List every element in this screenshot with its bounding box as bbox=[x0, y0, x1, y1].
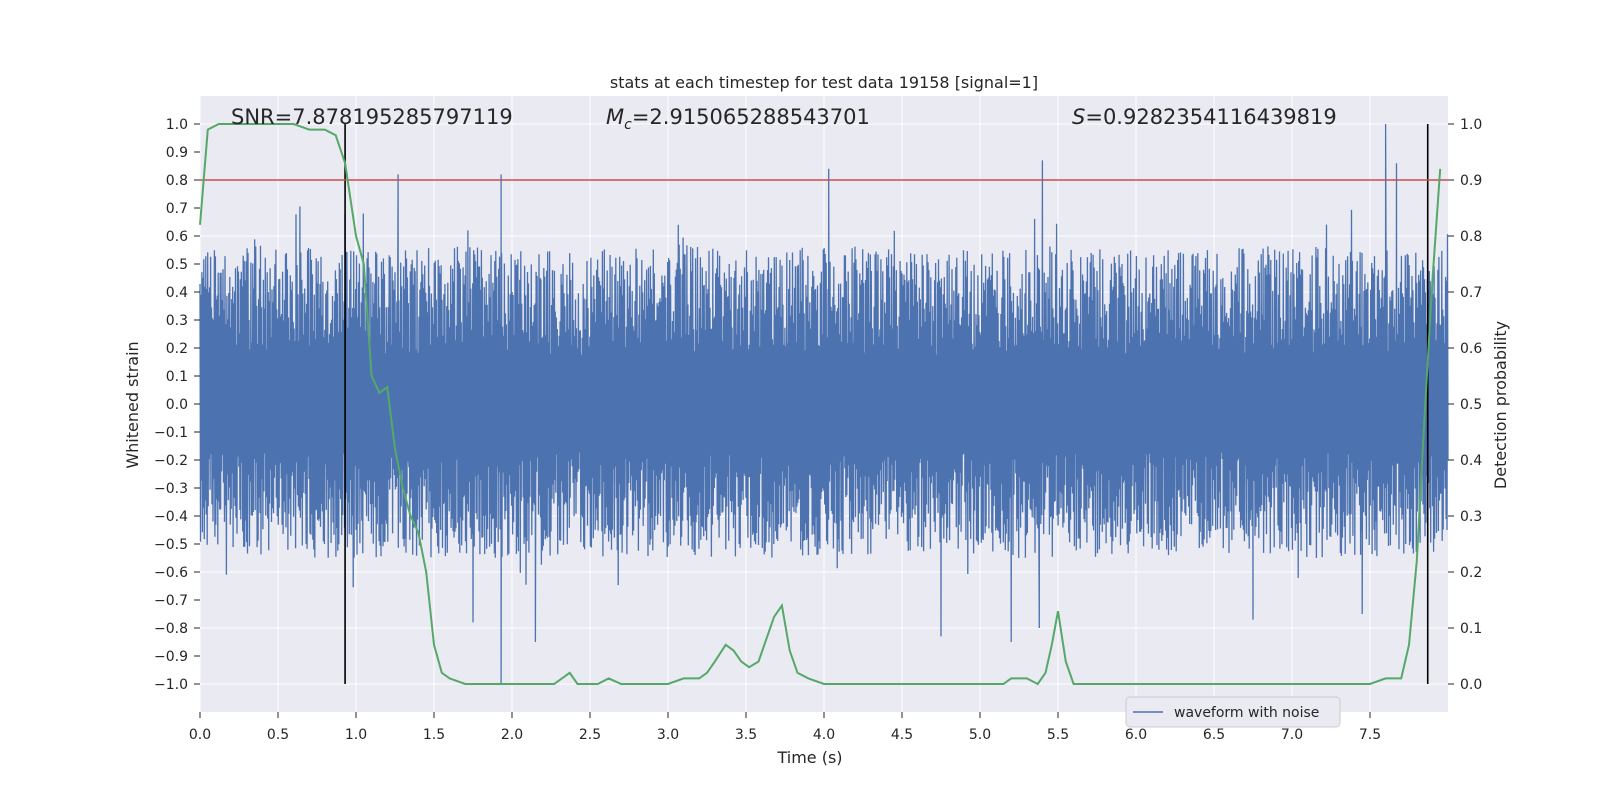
x-tick-label: 2.5 bbox=[579, 727, 601, 743]
y-tick-label: −0.7 bbox=[154, 593, 188, 609]
x-axis-ticks: 0.0 0.5 1.0 1.5 2.0 2.5 3.0 3.5 4.0 4.5 5.0 5.5 6.0 6… bbox=[189, 712, 1381, 743]
x-tick-label: 4.5 bbox=[891, 727, 913, 743]
waveform-series bbox=[199, 123, 1449, 685]
y2-tick-label: 0.7 bbox=[1460, 285, 1482, 301]
y-tick-label: −0.2 bbox=[154, 453, 188, 469]
mc-annotation: Mc=2.915065288543701 bbox=[606, 105, 870, 133]
y-tick-label: 0.0 bbox=[166, 397, 188, 413]
y-tick-label: 0.2 bbox=[166, 341, 188, 357]
y2-axis-title: Detection probability bbox=[1491, 321, 1510, 489]
mc-value: =2.915065288543701 bbox=[632, 105, 870, 129]
y-tick-label: −0.8 bbox=[154, 621, 188, 637]
y-tick-label: 0.7 bbox=[166, 201, 188, 217]
y2-tick-label: 0.0 bbox=[1460, 677, 1482, 693]
y2-tick-label: 0.3 bbox=[1460, 509, 1482, 525]
probability-line bbox=[199, 123, 1442, 686]
x-tick-label: 7.0 bbox=[1281, 727, 1303, 743]
y-tick-label: 0.6 bbox=[166, 229, 188, 245]
x-tick-label: 1.0 bbox=[345, 727, 367, 743]
right-axis-ticks: 0.0 0.1 0.2 0.3 0.4 0.5 0.6 0.7 0.8 0.9 1.0 bbox=[1448, 117, 1482, 693]
y-axis-title: Whitened strain bbox=[123, 341, 142, 468]
y2-tick-label: 0.6 bbox=[1460, 341, 1482, 357]
y-tick-label: 0.9 bbox=[166, 145, 188, 161]
x-tick-label: 6.5 bbox=[1203, 727, 1225, 743]
x-tick-label: 4.0 bbox=[813, 727, 835, 743]
y-tick-label: −0.4 bbox=[154, 509, 188, 525]
x-tick-label: 3.5 bbox=[735, 727, 757, 743]
x-tick-label: 0.0 bbox=[189, 727, 211, 743]
y-tick-label: −0.9 bbox=[154, 649, 188, 665]
x-tick-label: 2.0 bbox=[501, 727, 523, 743]
y-tick-label: 0.5 bbox=[166, 257, 188, 273]
x-tick-label: 6.0 bbox=[1125, 727, 1147, 743]
s-annotation: S=0.9282354116439819 bbox=[1072, 105, 1337, 129]
y-tick-label: −0.3 bbox=[154, 481, 188, 497]
y-tick-label: 0.8 bbox=[166, 173, 188, 189]
y-tick-label: −1.0 bbox=[154, 677, 188, 693]
y-tick-label: 0.3 bbox=[166, 313, 188, 329]
y-tick-label: −0.6 bbox=[154, 565, 188, 581]
x-tick-label: 0.5 bbox=[267, 727, 289, 743]
left-axis-ticks: −1.0 −0.9 −0.8 −0.7 −0.6 −0.5 −0.4 −0.3 −0.2 −0.1… bbox=[154, 117, 200, 693]
y-tick-label: −0.5 bbox=[154, 537, 188, 553]
y2-tick-label: 0.2 bbox=[1460, 565, 1482, 581]
y-tick-label: 0.4 bbox=[166, 285, 188, 301]
s-value: =0.9282354116439819 bbox=[1085, 105, 1336, 129]
y-tick-label: −0.1 bbox=[154, 425, 188, 441]
y-tick-label: 0.1 bbox=[166, 369, 188, 385]
y2-tick-label: 1.0 bbox=[1460, 117, 1482, 133]
x-tick-label: 1.5 bbox=[423, 727, 445, 743]
x-tick-label: 7.5 bbox=[1359, 727, 1381, 743]
y2-tick-label: 0.8 bbox=[1460, 229, 1482, 245]
x-axis-title: Time (s) bbox=[776, 748, 842, 767]
probability-series bbox=[199, 123, 1442, 686]
legend-label: waveform with noise bbox=[1174, 705, 1319, 721]
y2-tick-label: 0.1 bbox=[1460, 621, 1482, 637]
x-tick-label: 5.5 bbox=[1047, 727, 1069, 743]
legend: waveform with noise bbox=[1125, 696, 1341, 728]
waveform-line bbox=[199, 123, 1449, 685]
y2-tick-label: 0.5 bbox=[1460, 397, 1482, 413]
y-tick-label: 1.0 bbox=[166, 117, 188, 133]
legend-box bbox=[1125, 696, 1341, 728]
x-tick-label: 3.0 bbox=[657, 727, 679, 743]
x-tick-label: 5.0 bbox=[969, 727, 991, 743]
snr-annotation: SNR=7.878195285797119 bbox=[231, 105, 513, 129]
y2-tick-label: 0.9 bbox=[1460, 173, 1482, 189]
chart-title: stats at each timestep for test data 191… bbox=[610, 73, 1038, 92]
y2-tick-label: 0.4 bbox=[1460, 453, 1482, 469]
vertical-markers bbox=[344, 124, 1429, 684]
